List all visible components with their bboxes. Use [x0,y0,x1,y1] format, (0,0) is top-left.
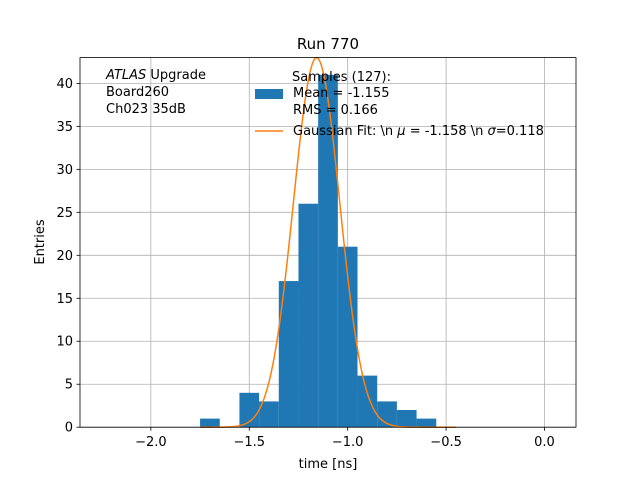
legend-samples-text: RMS = 0.166 [293,103,378,118]
histogram-bar [357,375,378,428]
legend-samples-text: Mean = -1.155 [293,86,389,101]
x-axis: −2.0 −1.5 −1.0 −0.5 0.0 [135,427,555,450]
legend-fit-text: Gaussian Fit: \n μ = -1.158 \n σ=0.118 [293,124,544,139]
atlas-annotation: ATLAS Upgrade Board260 Ch023 35dB [105,68,206,117]
legend-fit-part: = -1.158 \n [406,124,488,139]
legend-fit-part: μ [396,124,405,139]
x-tick-label: 0.0 [534,435,555,450]
x-tick-label: −1.5 [233,435,265,450]
legend-fit-part: Gaussian Fit: \n [293,124,397,139]
histogram-bar [200,418,220,428]
y-tick-label: 10 [56,335,73,350]
y-tick-label: 15 [56,292,73,307]
histogram-bar [239,392,260,428]
histogram-bar [259,401,279,428]
y-tick-label: 40 [56,77,73,92]
x-tick-label: −0.5 [430,435,462,450]
annotation-line: Ch023 35dB [106,102,186,117]
legend-swatch-samples [255,89,283,99]
x-tick-label: −2.0 [135,435,167,450]
y-tick-label: 0 [65,421,73,436]
histogram-bar [337,246,358,428]
y-tick-label: 20 [56,249,73,264]
chart-title: Run 770 [297,35,359,53]
y-tick-label: 35 [56,120,73,135]
legend-fit-part: σ [488,124,497,139]
y-tick-label: 30 [56,163,73,178]
annotation-text: Ch023 35dB [106,102,186,117]
annotation-text: Upgrade [146,68,206,83]
histogram-bar [298,203,319,428]
annotation-line: Board260 [106,85,169,100]
histogram-bars [200,74,437,428]
plot-frame [79,57,577,428]
y-tick-label: 25 [56,206,73,221]
y-axis-label: Entries [33,219,48,265]
annotation-italic: ATLAS [105,68,146,83]
legend-fit-part: =0.118 [496,124,544,139]
y-axis: 0 5 10 15 20 25 30 35 40 [56,77,80,436]
annotation-text: Board260 [106,85,169,100]
legend-title: Samples (127): [292,70,391,85]
histogram-bar [396,410,417,428]
legend: Samples (127): Mean = -1.155 RMS = 0.166… [255,70,544,139]
y-tick-label: 5 [65,378,73,393]
x-axis-label: time [ns] [299,457,358,472]
x-tick-label: −1.0 [332,435,364,450]
histogram-bar [416,418,437,428]
histogram-bar [318,74,338,428]
histogram-bar [278,281,299,428]
annotation-line: ATLAS Upgrade [105,68,206,83]
